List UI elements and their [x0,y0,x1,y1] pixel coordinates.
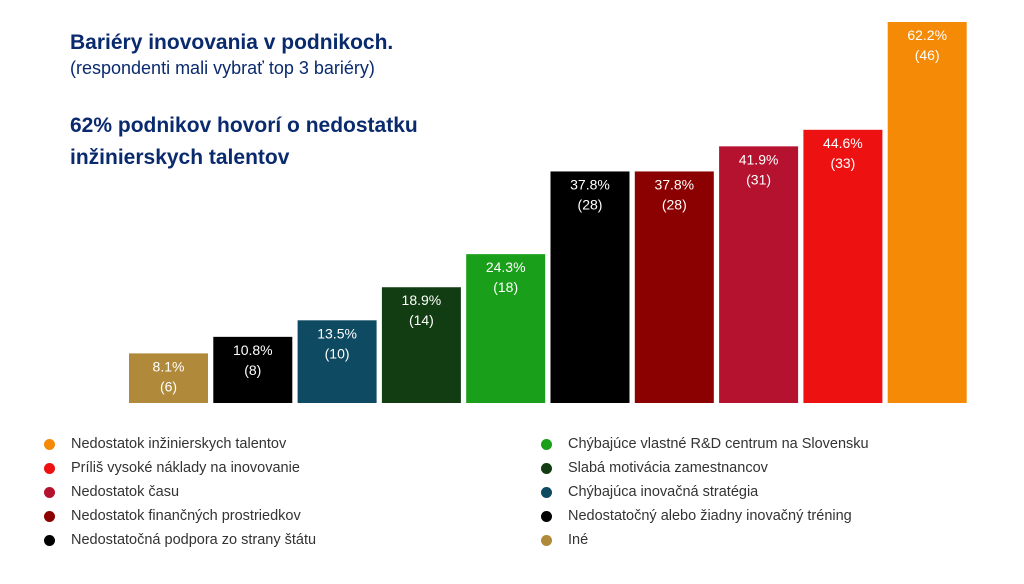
bar-count-label: (18) [493,279,518,295]
bar-count-label: (31) [746,171,771,187]
legend-label: Nedostatok inžinierskych talentov [71,436,287,452]
title-block: Bariéry inovovania v podnikoch. (respond… [70,30,393,80]
legend-dot-icon [44,486,55,498]
chart-headline: 62% podnikov hovorí o nedostatku inžinie… [70,114,418,169]
legend-dot-icon [44,534,55,546]
legend-right-column: Chýbajúce vlastné R&D centrum na Slovens… [541,432,869,552]
bar-count-label: (28) [662,196,687,212]
bar-value-label: 41.9% [739,151,779,167]
legend-label: Nedostatočná podpora zo strany štátu [71,532,317,548]
legend-dot-icon [541,438,552,450]
bar-1 [129,353,208,403]
bar-count-label: (14) [409,312,434,328]
legend-dot-icon [44,510,55,522]
legend-item: Nedostatok inžinierskych talentov [44,432,316,456]
bar-count-label: (8) [244,362,261,378]
legend-item: Nedostatočná podpora zo strany štátu [44,528,316,552]
legend-dot-icon [44,438,55,450]
legend-item: Príliš vysoké náklady na inovovanie [44,456,316,480]
legend-label: Príliš vysoké náklady na inovovanie [71,460,300,476]
legend-label: Nedostatok času [71,484,180,500]
legend-item: Nedostatok času [44,480,316,504]
legend-label: Chýbajúce vlastné R&D centrum na Slovens… [568,436,869,452]
bar-count-label: (46) [915,47,940,63]
bar-value-label: 24.3% [486,259,526,275]
legend-label: Nedostatočný alebo žiadny inovačný tréni… [568,508,852,524]
bar-value-label: 10.8% [233,342,273,358]
legend-item: Nedostatok finančných prostriedkov [44,504,316,528]
bar-10 [887,22,967,403]
bar-value-label: 13.5% [317,325,357,341]
bar-6 [550,171,630,403]
legend-label: Iné [568,532,589,548]
bar-9 [803,129,883,403]
legend-dot-icon [541,510,552,522]
legend-item: Slabá motivácia zamestnancov [541,456,869,480]
legend-label: Slabá motivácia zamestnancov [568,460,768,476]
bar-8 [719,146,799,404]
legend-dot-icon [44,462,55,474]
legend-label: Chýbajúca inovačná stratégia [568,484,759,500]
bar-count-label: (10) [325,345,350,361]
bar-count-label: (28) [578,196,603,212]
bar-value-label: 8.1% [153,358,185,374]
bar-chart: 8.1% (6) 10.8% (8) 13.5% (10) 18.9% (14) 24.3% (1… [129,22,967,404]
legend-dot-icon [541,534,552,546]
bar-count-label: (33) [830,155,855,171]
chart-title: Bariéry inovovania v podnikoch. [70,31,394,54]
bar-value-label: 37.8% [570,176,610,192]
bar-count-label: (6) [160,378,177,394]
legend-item: Chýbajúce vlastné R&D centrum na Slovens… [541,432,869,456]
legend-item: Iné [541,528,869,552]
legend-left-column: Nedostatok inžinierskych talentov Príliš … [44,432,316,552]
bar-2 [213,336,293,403]
bar-5 [466,254,546,403]
chart-subtitle: (respondenti mali vybrať top 3 bariéry) [70,58,375,78]
bar-3 [297,320,377,403]
bar-value-label: 37.8% [654,176,694,192]
legend-dot-icon [541,486,552,498]
bar-value-label: 62.2% [907,27,947,43]
bar-value-label: 44.6% [823,135,863,151]
bar-value-label: 18.9% [402,292,442,308]
legend-dot-icon [541,462,552,474]
bar-4 [381,287,461,403]
legend-item: Nedostatočný alebo žiadny inovačný tréni… [541,504,869,528]
legend-label: Nedostatok finančných prostriedkov [71,508,301,524]
legend-item: Chýbajúca inovačná stratégia [541,480,869,504]
bar-7 [634,171,714,403]
